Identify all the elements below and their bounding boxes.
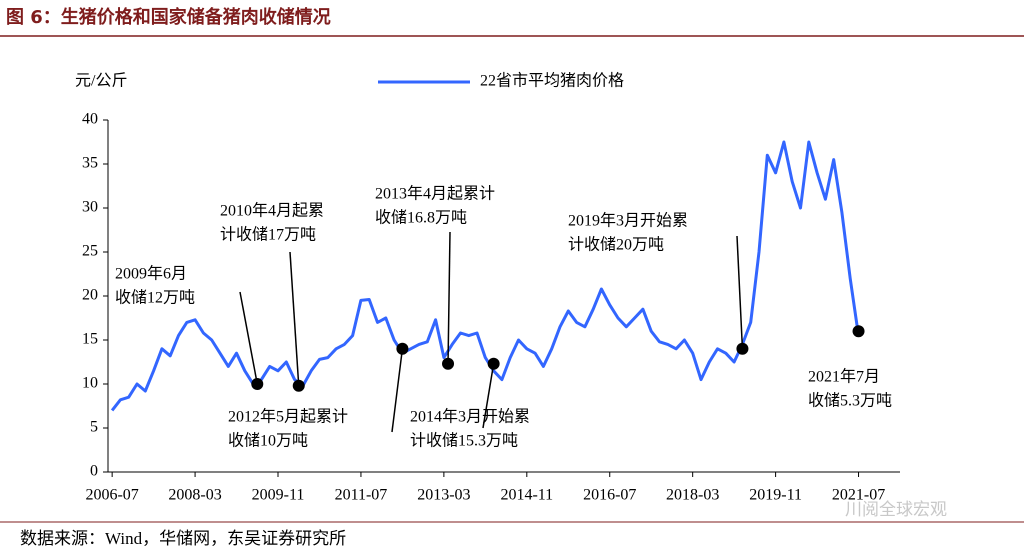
x-tick-label: 2016-07 [583,487,636,504]
x-tick-label: 2013-03 [417,487,470,504]
y-tick-label: 0 [90,463,98,480]
annotation-leader [482,363,495,429]
annotation-leader [447,231,451,364]
x-tick-label: 2014-11 [500,487,553,504]
chart-title: 图 6：生猪价格和国家储备猪肉收储情况 [6,6,331,28]
annotation-leader [736,235,744,349]
legend-label: 22省市平均猪肉价格 [480,72,624,90]
annotation-text: 计收储17万吨 [220,226,316,244]
watermark: 川阅全球宏观 [845,500,947,520]
y-tick-label: 25 [82,243,98,260]
y-tick-label: 10 [82,375,98,392]
y-axis-label: 元/公斤 [75,72,127,90]
annotation-text: 2009年6月 [115,265,187,283]
annotation-text: 2021年7月 [808,368,880,386]
y-tick-label: 30 [82,199,98,216]
y-tick-label: 35 [82,155,98,172]
annotation-marker [442,357,455,370]
annotation-text: 计收储15.3万吨 [410,432,518,450]
annotation-leader [239,291,259,385]
annotation-text: 收储12万吨 [115,289,195,307]
annotation-text: 2019年3月开始累 [568,212,688,230]
annotation-text: 2013年4月起累计 [375,185,495,203]
x-tick-label: 2006-07 [85,487,138,504]
x-tick-label: 2011-07 [335,487,388,504]
annotation-marker [396,342,409,355]
annotation-marker [292,379,305,392]
annotation-leader [289,251,300,386]
annotation-text: 2014年3月开始累 [410,408,530,426]
annotation-text: 2012年5月起累计 [228,408,348,426]
x-tick-label: 2009-11 [252,487,305,504]
line-series [110,140,860,412]
y-tick-label: 20 [82,287,98,304]
annotation-text: 收储10万吨 [228,432,308,450]
annotation-text: 2010年4月起累 [220,202,324,220]
y-tick-label: 5 [90,419,98,436]
x-tick-label: 2018-03 [666,487,719,504]
annotation-leader [391,348,404,433]
y-tick-label: 40 [82,111,98,128]
annotation-text: 计收储20万吨 [568,236,664,254]
annotation-marker [251,378,264,390]
annotation-text: 收储5.3万吨 [808,392,892,410]
x-tick-label: 2021-07 [832,487,885,504]
x-tick-label: 2008-03 [168,487,221,504]
annotation-marker [736,342,749,355]
x-tick-label: 2019-11 [749,487,802,504]
y-tick-label: 15 [82,331,98,348]
annotation-text: 收储16.8万吨 [375,209,467,227]
annotation-marker [487,357,500,370]
annotation-marker [852,325,865,338]
source: 数据来源：Wind，华储网，东吴证券研究所 [20,529,346,548]
